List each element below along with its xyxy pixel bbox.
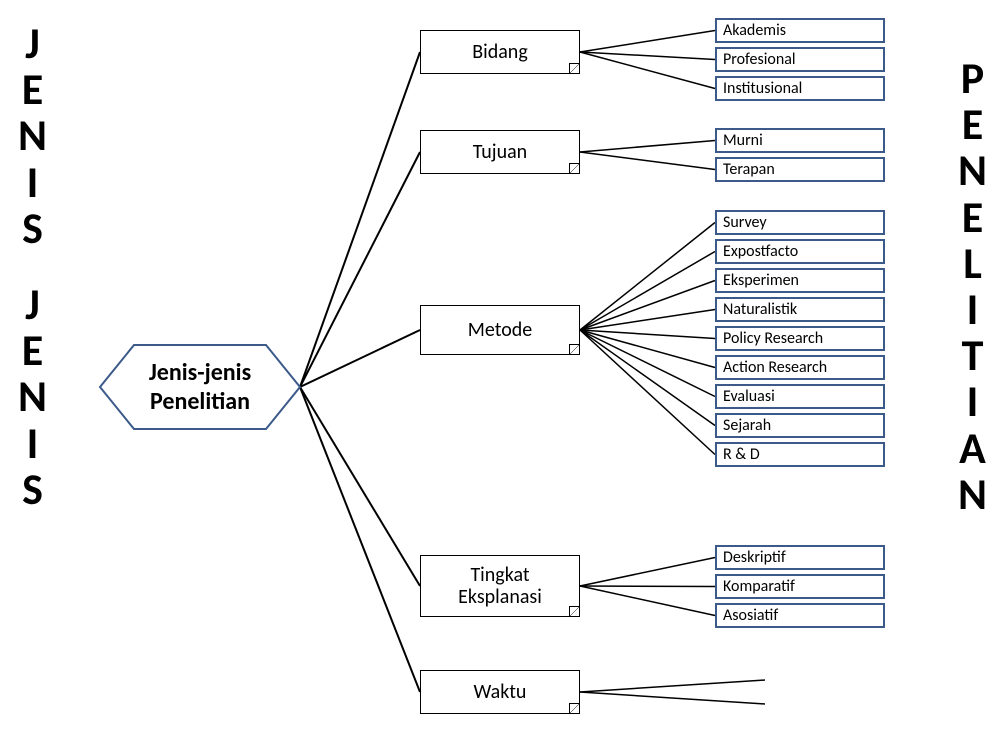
item-bidang-1: Profesional [715,47,885,72]
item-tingkat-1: Komparatif [715,574,885,599]
category-tingkat: TingkatEksplanasi [420,555,580,617]
item-metode-0: Survey [715,210,885,235]
item-metode-6: Evaluasi [715,384,885,409]
item-bidang-2: Institusional [715,76,885,101]
side-label-right: PENELITIAN [958,55,987,517]
category-metode: Metode [420,305,580,355]
item-metode-4: Policy Research [715,326,885,351]
item-metode-7: Sejarah [715,413,885,438]
item-tingkat-0: Deskriptif [715,545,885,570]
item-metode-5: Action Research [715,355,885,380]
item-metode-2: Eksperimen [715,268,885,293]
category-bidang: Bidang [420,30,580,74]
root-label: Jenis-jenisPenelitian [100,345,300,429]
item-tujuan-0: Murni [715,128,885,153]
side-label-left: JENIS JENIS [18,20,47,512]
item-metode-8: R & D [715,442,885,467]
item-metode-3: Naturalistik [715,297,885,322]
root-node: Jenis-jenisPenelitian [100,345,300,429]
category-tujuan: Tujuan [420,130,580,174]
item-tujuan-1: Terapan [715,157,885,182]
item-metode-1: Expostfacto [715,239,885,264]
item-tingkat-2: Asosiatif [715,603,885,628]
item-bidang-0: Akademis [715,18,885,43]
category-waktu: Waktu [420,670,580,714]
